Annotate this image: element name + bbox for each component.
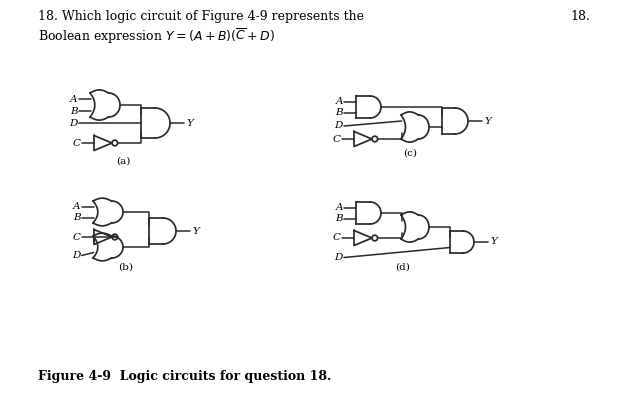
Text: A: A xyxy=(73,202,81,211)
Text: Y: Y xyxy=(192,226,199,235)
Text: D: D xyxy=(73,251,81,260)
Text: B: B xyxy=(70,107,78,115)
Text: (d): (d) xyxy=(396,263,410,272)
Text: C: C xyxy=(73,139,81,147)
Text: Y: Y xyxy=(186,118,193,128)
Text: Boolean expression $Y=(A+B)(\overline{C}+D)$: Boolean expression $Y=(A+B)(\overline{C}… xyxy=(38,27,275,46)
Text: (a): (a) xyxy=(116,156,130,166)
Text: B: B xyxy=(335,108,343,117)
Text: 18.: 18. xyxy=(570,10,590,23)
Text: A: A xyxy=(70,94,78,103)
Text: A: A xyxy=(336,203,343,212)
Text: D: D xyxy=(334,122,343,130)
Text: D: D xyxy=(334,253,343,262)
Text: B: B xyxy=(73,213,81,222)
Text: B: B xyxy=(335,214,343,223)
Text: (c): (c) xyxy=(403,149,417,158)
Text: C: C xyxy=(73,233,81,241)
Text: C: C xyxy=(333,135,341,143)
Text: Y: Y xyxy=(484,117,491,126)
Text: Y: Y xyxy=(490,237,497,246)
Text: 18. Which logic circuit of Figure 4-9 represents the: 18. Which logic circuit of Figure 4-9 re… xyxy=(38,10,364,23)
Text: Figure 4-9  Logic circuits for question 18.: Figure 4-9 Logic circuits for question 1… xyxy=(38,370,331,383)
Text: A: A xyxy=(336,97,343,106)
Text: C: C xyxy=(333,233,341,243)
Text: D: D xyxy=(69,118,78,128)
Text: (b): (b) xyxy=(119,263,134,272)
